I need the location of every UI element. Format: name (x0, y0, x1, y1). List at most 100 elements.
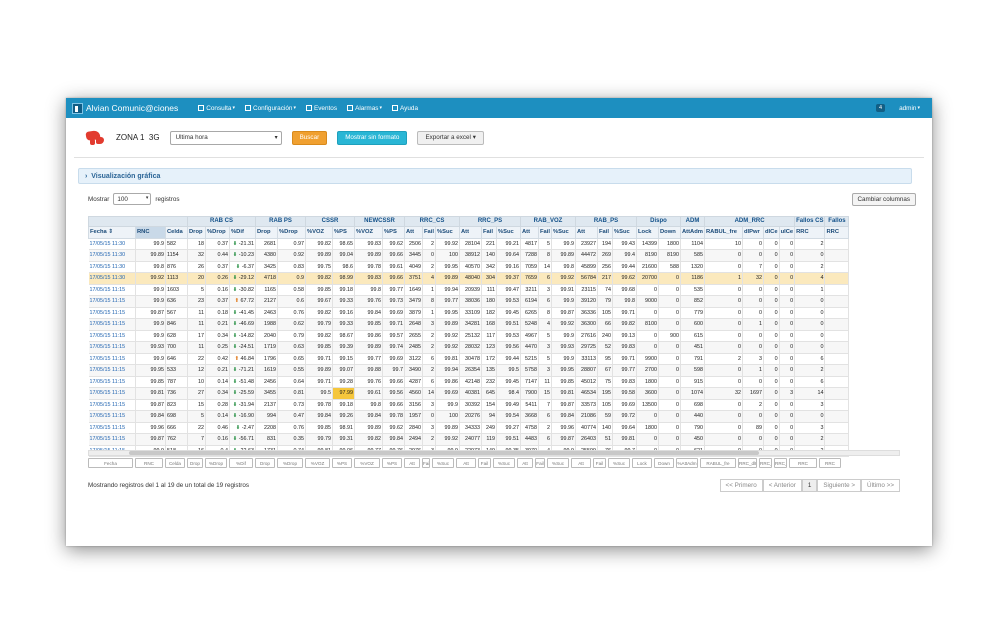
page-1-button[interactable]: 1 (801, 478, 818, 492)
column-filter-input[interactable]: Att (404, 458, 420, 468)
table-row[interactable]: 17/05/15 11:15 99.87 762 7 0.16 ⬇ -56.71 831 0.… (88, 433, 850, 446)
column-header[interactable]: Att (520, 226, 539, 239)
table-cell[interactable]: 17/05/15 11:30 (88, 261, 136, 273)
column-filter-input[interactable]: %Suc (432, 458, 454, 468)
column-header[interactable]: Fail (597, 226, 613, 239)
column-filter-input[interactable]: Drop (255, 458, 275, 468)
column-filter-input[interactable]: Down (654, 458, 674, 468)
table-cell[interactable]: 17/05/15 11:15 (88, 376, 136, 388)
nav-ayuda[interactable]: Ayuda (392, 105, 418, 112)
table-cell[interactable]: 17/05/15 11:30 (88, 249, 136, 262)
table-row[interactable]: 17/05/15 11:15 99.95 533 12 0.21 ⬇ -71.21 1619… (88, 364, 850, 377)
column-filter-input[interactable]: RRC_d (759, 458, 772, 468)
table-row[interactable]: 17/05/15 11:15 99.9 636 23 0.37 ⬆ 67.72 2127 0.… (88, 295, 850, 308)
notification-badge[interactable]: 4 (876, 104, 886, 112)
nav-consulta[interactable]: Consulta ▾ (198, 105, 235, 112)
table-row[interactable]: 17/05/15 11:30 99.89 1154 32 0.44 ⬇ -10.23 438… (88, 249, 850, 262)
column-filter-input[interactable]: Att (456, 458, 476, 468)
column-header[interactable]: %VOZ (305, 226, 333, 239)
column-header[interactable]: %Suc (435, 226, 460, 239)
table-cell[interactable]: 17/05/15 11:15 (88, 295, 136, 308)
table-cell[interactable]: 17/05/15 11:15 (88, 364, 136, 377)
column-filter-input[interactable]: %VOZ (354, 458, 380, 468)
column-header[interactable]: dlPwr (742, 226, 764, 239)
table-cell[interactable]: 17/05/15 11:15 (88, 330, 136, 342)
column-header[interactable]: %Suc (612, 226, 637, 239)
column-filter-input[interactable]: Att (571, 458, 591, 468)
table-row[interactable]: 17/05/15 11:15 99.87 823 15 0.28 ⬇ -31.94 2137… (88, 399, 850, 411)
column-header[interactable]: RRC (794, 226, 826, 239)
column-filter-input[interactable]: RRC (789, 458, 817, 468)
table-row[interactable]: 17/05/15 11:15 99.9 628 17 0.34 ⬇ -14.82 2040 0… (88, 330, 850, 342)
column-filter-input[interactable]: %Dif (229, 458, 253, 468)
table-cell[interactable]: 17/05/15 11:15 (88, 387, 136, 400)
table-cell[interactable]: 17/05/15 11:15 (88, 318, 136, 331)
column-header[interactable]: %Suc (551, 226, 576, 239)
next-page-button[interactable]: Siguiente > (817, 478, 862, 492)
table-row[interactable]: 17/05/15 11:30 99.8 876 26 0.37 ⬇ -6.37 3425 0.… (88, 261, 850, 273)
column-filter-input[interactable]: RRC_dlPwr (738, 458, 757, 468)
column-filter-input[interactable]: RABUL_fre (700, 458, 736, 468)
column-header[interactable]: Fail (422, 226, 436, 239)
table-row[interactable]: 17/05/15 11:15 99.84 698 5 0.14 ⬇ -16.90 994 0.… (88, 410, 850, 423)
column-header[interactable]: Fail (538, 226, 552, 239)
column-header[interactable]: Att (459, 226, 482, 239)
column-header[interactable]: Drop (255, 226, 278, 239)
table-row[interactable]: 17/05/15 11:15 99.85 787 10 0.14 ⬇ -51.48 2456… (88, 376, 850, 388)
column-header[interactable]: %Suc (496, 226, 521, 239)
column-header[interactable]: %Dif (229, 226, 256, 239)
table-cell[interactable]: 17/05/15 11:15 (88, 284, 136, 296)
table-cell[interactable]: 17/05/15 11:15 (88, 433, 136, 446)
column-filter-input[interactable]: %Drop (277, 458, 303, 468)
column-header[interactable]: %VOZ (354, 226, 383, 239)
prev-page-button[interactable]: < Anterior (762, 478, 802, 492)
column-filter-input[interactable]: Fail (593, 458, 606, 468)
column-header[interactable]: %PS (382, 226, 405, 239)
table-cell[interactable]: 17/05/15 11:15 (88, 399, 136, 411)
column-header[interactable]: Fecha ⇕ (88, 226, 136, 239)
column-filter-input[interactable]: Celda (165, 458, 185, 468)
column-header[interactable]: dlCe (763, 226, 780, 239)
table-cell[interactable]: 17/05/15 11:15 (88, 422, 136, 434)
last-page-button[interactable]: Último >> (861, 478, 900, 492)
table-row[interactable]: 17/05/15 11:30 99.92 1113 20 0.26 ⬇ -29.12 471… (88, 272, 850, 285)
column-filter-input[interactable]: %PS (382, 458, 402, 468)
export-excel-button[interactable]: Exportar a excel ▾ (417, 130, 484, 145)
column-filter-input[interactable]: RNC (135, 458, 163, 468)
column-header[interactable]: RRC (824, 226, 850, 239)
column-filter-input[interactable]: %AttAdm (676, 458, 698, 468)
cambiar-columnas-button[interactable]: Cambiar columnas (851, 192, 916, 206)
page-size-select[interactable]: 100 ▾ (113, 193, 152, 205)
scroll-thumb[interactable] (129, 451, 759, 455)
column-header[interactable]: Lock (636, 226, 659, 239)
nav-alarmas[interactable]: Alarmas ▾ (347, 105, 382, 112)
nav-configuracion[interactable]: Configuración ▾ (245, 105, 296, 112)
table-row[interactable]: 17/05/15 11:15 99.9 646 22 0.42 ⬆ 46.84 1796 0.… (88, 353, 850, 365)
brand[interactable]: Alvian Comunic@ciones (72, 102, 178, 114)
table-row[interactable]: 17/05/15 11:15 99.87 567 11 0.18 ⬇ -41.45 2463… (88, 307, 850, 319)
column-header[interactable]: Celda (165, 226, 188, 239)
nav-eventos[interactable]: Eventos (305, 105, 337, 112)
column-header[interactable]: Drop (187, 226, 206, 239)
column-filter-input[interactable]: %Suc (608, 458, 630, 468)
column-filter-input[interactable]: RRC_u (774, 458, 787, 468)
column-header[interactable]: %Drop (205, 226, 230, 239)
table-cell[interactable]: 17/05/15 11:15 (88, 353, 136, 365)
column-filter-input[interactable]: RRC (819, 458, 841, 468)
table-row[interactable]: 17/05/15 11:30 99.9 582 18 0.37 ⬇ -21.31 2681 0… (88, 238, 850, 250)
column-filter-input[interactable]: Fail (422, 458, 430, 468)
column-header[interactable]: RNC (135, 226, 166, 239)
column-filter-input[interactable]: %Suc (547, 458, 569, 468)
column-header[interactable]: ulCe (778, 226, 796, 239)
grafica-panel-header[interactable]: › Visualización gráfica (78, 168, 912, 184)
table-row[interactable]: 17/05/15 11:15 99.9 846 11 0.21 ⬇ -46.69 1988 0… (88, 318, 850, 331)
column-header[interactable]: Down (658, 226, 681, 239)
table-cell[interactable]: 17/05/15 11:15 (88, 341, 136, 354)
table-cell[interactable]: 17/05/15 11:30 (88, 272, 136, 285)
column-header[interactable]: Att (575, 226, 598, 239)
buscar-button[interactable]: Buscar (291, 130, 328, 145)
column-filter-input[interactable]: Lock (632, 458, 652, 468)
column-header[interactable]: Fail (481, 226, 497, 239)
column-filter-input[interactable]: %Suc (493, 458, 515, 468)
table-row[interactable]: 17/05/15 11:15 99.93 700 11 0.25 ⬇ -24.51 1719… (88, 341, 850, 354)
